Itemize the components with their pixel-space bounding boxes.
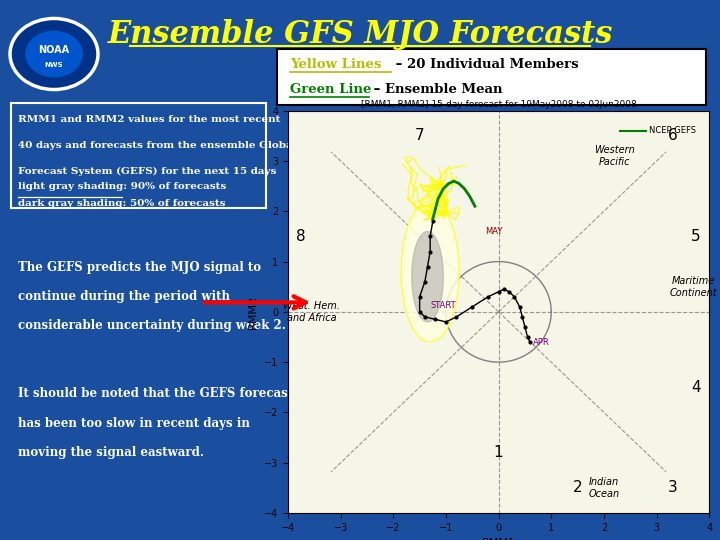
Text: – Ensemble Mean: – Ensemble Mean [369,83,503,96]
Text: 8: 8 [297,229,306,244]
Text: dark gray shading: 50% of forecasts: dark gray shading: 50% of forecasts [19,199,226,208]
Text: MAY: MAY [485,227,503,236]
Text: RMM1 and RMM2 values for the most recent: RMM1 and RMM2 values for the most recent [19,114,281,124]
Text: NOAA: NOAA [38,45,70,55]
Text: NWS: NWS [45,62,63,69]
Text: The GEFS predicts the MJO signal to: The GEFS predicts the MJO signal to [19,260,261,274]
Title: [RMM1, RMM2] 15-day forecast for 19May2008 to 02Jun2008: [RMM1, RMM2] 15-day forecast for 19May20… [361,99,636,109]
Text: APR: APR [533,338,549,347]
Text: continue during the period with: continue during the period with [19,289,230,303]
Text: 40 days and forecasts from the ensemble Global: 40 days and forecasts from the ensemble … [19,141,297,150]
Y-axis label: RMM2: RMM2 [248,295,258,329]
Text: START: START [430,301,456,310]
Polygon shape [412,232,444,322]
Text: Yellow Lines: Yellow Lines [290,58,382,71]
Text: – 20 Individual Members: – 20 Individual Members [391,58,578,71]
Circle shape [10,18,98,90]
X-axis label: RMM1: RMM1 [482,538,516,540]
Text: 1: 1 [494,445,503,460]
Text: West. Hem.
and Africa: West. Hem. and Africa [283,301,340,322]
Text: Western
Pacific: Western Pacific [594,145,635,167]
Text: Ensemble GFS MJO Forecasts: Ensemble GFS MJO Forecasts [107,19,613,50]
Text: 4: 4 [691,380,701,395]
Text: has been too slow in recent days in: has been too slow in recent days in [19,416,251,430]
Text: Green Line: Green Line [290,83,372,96]
Text: NCEP GEFS: NCEP GEFS [649,126,696,136]
Circle shape [26,31,82,77]
Text: Maritime
Continent: Maritime Continent [670,276,717,298]
Text: 6: 6 [667,129,678,143]
Text: 3: 3 [667,481,678,495]
Text: 5: 5 [691,229,701,244]
Text: 7: 7 [415,129,424,143]
Text: Indian
Ocean: Indian Ocean [588,477,619,498]
Polygon shape [401,201,459,342]
Text: light gray shading: 90% of forecasts: light gray shading: 90% of forecasts [19,182,227,191]
Text: It should be noted that the GEFS forecast: It should be noted that the GEFS forecas… [19,387,294,401]
Text: 2: 2 [573,481,582,495]
Text: considerable uncertainty during week 2.: considerable uncertainty during week 2. [19,319,287,332]
Text: moving the signal eastward.: moving the signal eastward. [19,446,204,459]
Text: Forecast System (GEFS) for the next 15 days: Forecast System (GEFS) for the next 15 d… [19,167,277,176]
